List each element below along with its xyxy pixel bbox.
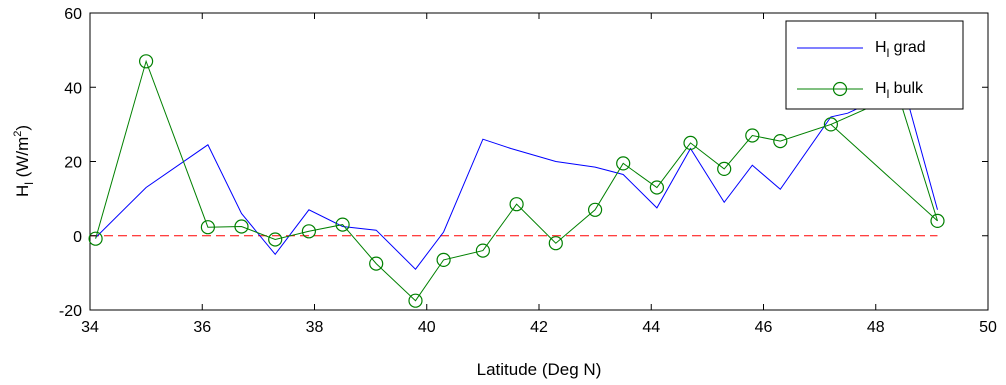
x-tick-label-5: 44 <box>642 319 660 336</box>
series-1-marker-11 <box>509 197 524 212</box>
legend-box <box>785 20 964 110</box>
y-tick-label-1: 0 <box>73 229 82 246</box>
series-1-marker-20 <box>823 117 839 132</box>
x-tick-label-3: 40 <box>418 319 436 336</box>
y-axis-title: Hl (W/m2) <box>12 125 36 197</box>
series-1-marker-12 <box>548 236 563 251</box>
series-line-0 <box>95 86 938 270</box>
y-axis-title-group: Hl (W/m2) <box>12 125 36 197</box>
y-axis-title-sub: l <box>22 182 36 185</box>
y-tick-label-4: 60 <box>64 6 82 23</box>
y-tick-label-2: 20 <box>64 155 82 172</box>
series-1-marker-5 <box>301 224 316 239</box>
series-1-marker-9 <box>436 252 451 267</box>
series-1-marker-21 <box>930 213 945 228</box>
series-1 <box>88 54 945 308</box>
x-tick-label-0: 34 <box>81 319 99 336</box>
y-tick-label-3: 40 <box>64 80 82 97</box>
x-tick-label-8: 50 <box>979 319 997 336</box>
y-axis-title-main: H <box>13 185 32 197</box>
x-tick-label-1: 36 <box>193 319 211 336</box>
series-group <box>88 54 945 308</box>
series-1-marker-2 <box>200 220 215 235</box>
y-tick-label-0: -20 <box>59 303 82 320</box>
y-axis-ticks: -20 0 20 40 60 <box>59 6 988 320</box>
y-axis-title-sup: 2 <box>12 131 24 137</box>
series-1-marker-16 <box>683 135 698 150</box>
series-1-marker-15 <box>649 180 665 195</box>
series-1-marker-13 <box>587 202 603 217</box>
series-1-marker-0 <box>88 231 103 246</box>
series-1-marker-1 <box>139 54 154 69</box>
x-tick-label-4: 42 <box>530 319 548 336</box>
series-1-marker-8 <box>408 293 423 308</box>
series-1-marker-10 <box>475 243 490 258</box>
series-1-marker-17 <box>717 161 732 176</box>
legend-label-grad: Hl grad <box>875 39 926 60</box>
series-1-marker-19 <box>773 134 788 149</box>
series-1-marker-7 <box>369 256 384 271</box>
x-axis-ticks: 34 36 38 40 42 44 46 48 50 <box>81 13 997 336</box>
series-1-marker-14 <box>616 156 631 171</box>
series-0 <box>95 86 938 270</box>
x-axis-title: Latitude (Deg N) <box>477 360 602 379</box>
x-tick-label-7: 48 <box>867 319 885 336</box>
legend: Hl grad Hl bulk <box>785 20 964 110</box>
series-1-marker-6 <box>335 217 350 232</box>
x-tick-label-6: 46 <box>755 319 773 336</box>
series-1-marker-18 <box>745 128 760 143</box>
series-1-marker-3 <box>234 219 249 234</box>
y-axis-title-unit-suffix: ) <box>13 125 32 131</box>
series-1-marker-4 <box>268 232 283 247</box>
series-line-1 <box>95 59 938 302</box>
legend-label-bulk: Hl bulk <box>875 80 924 101</box>
legend-marker-bulk <box>832 81 848 97</box>
x-tick-label-2: 38 <box>306 319 324 336</box>
y-axis-title-unit-prefix: (W/m <box>13 137 32 182</box>
